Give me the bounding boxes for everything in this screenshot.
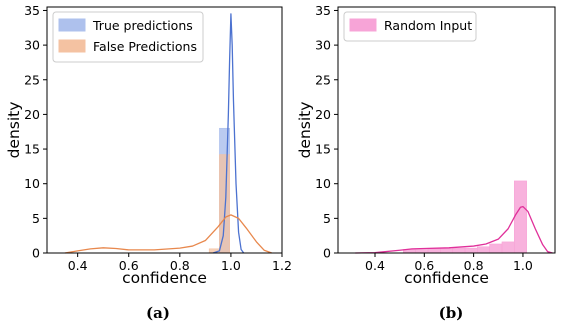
y-tick-label-6: 25 xyxy=(315,72,331,87)
bar-1-4 xyxy=(440,248,453,254)
x-tick-label-3: 0.8 xyxy=(464,258,484,273)
y-tick-label-8: 35 xyxy=(24,3,40,18)
x-tick-label-1: 0.4 xyxy=(365,258,385,273)
y-axis-label: density xyxy=(296,102,314,159)
axes-frame xyxy=(337,6,556,254)
x-axis-label: confidence xyxy=(122,269,207,287)
legend-swatch-2 xyxy=(58,39,86,53)
panel-b: 0.4 0.6 0.8 1.0 0 5 10 15 20 25 30 35 confidence dens… xyxy=(296,3,556,322)
y-axis-label: density xyxy=(5,102,23,159)
panel-caption: (b) xyxy=(439,304,464,322)
legend-label-2: False Predictions xyxy=(93,39,197,54)
legend-swatch-1 xyxy=(349,18,377,32)
kde-line-2 xyxy=(64,214,273,254)
y-tick-label-4: 15 xyxy=(24,142,40,157)
x-tick-label-4: 1.0 xyxy=(221,258,241,273)
x-tick-label-2: 0.6 xyxy=(414,258,434,273)
legend-swatch-1 xyxy=(58,18,86,32)
bar-1-10 xyxy=(514,180,527,254)
legend-label-1: Random Input xyxy=(384,18,472,33)
y-tick-label-4: 15 xyxy=(315,142,331,157)
bar-1-3 xyxy=(427,248,441,254)
bar-1-7 xyxy=(477,246,490,254)
bar-2-2 xyxy=(219,154,230,254)
bar-1-5 xyxy=(452,247,466,254)
axes-frame xyxy=(46,6,283,254)
y-tick-label-5: 20 xyxy=(315,107,331,122)
panel-caption: (a) xyxy=(146,304,170,322)
y-tick-label-3: 10 xyxy=(24,176,40,191)
y-tick-label-1: 0 xyxy=(323,246,331,261)
bar-1-8 xyxy=(489,243,503,254)
x-axis-label: confidence xyxy=(404,269,489,287)
kde-line-1 xyxy=(355,205,553,254)
y-tick-label-1: 0 xyxy=(32,246,40,261)
x-tick-label-5: 1.2 xyxy=(272,258,292,273)
y-tick-label-6: 25 xyxy=(24,72,40,87)
x-tick-label-2: 0.6 xyxy=(119,258,139,273)
kde-line-1 xyxy=(212,13,245,254)
y-tick-label-7: 30 xyxy=(315,38,331,53)
bar-1-9 xyxy=(501,241,515,254)
bar-1-2 xyxy=(415,249,429,254)
legend-label-1: True predictions xyxy=(92,18,193,33)
x-tick-label-3: 0.8 xyxy=(170,258,190,273)
legend-box xyxy=(52,11,204,63)
x-tick-label-1: 0.4 xyxy=(68,258,88,273)
y-tick-label-2: 5 xyxy=(323,211,331,226)
y-tick-label-2: 5 xyxy=(32,211,40,226)
y-tick-label-7: 30 xyxy=(24,38,40,53)
y-tick-label-5: 20 xyxy=(24,107,40,122)
y-tick-label-8: 35 xyxy=(315,3,331,18)
panel-a: 0.4 0.6 0.8 1.0 1.2 0 5 10 15 20 25 30 35 confidence d… xyxy=(5,3,292,322)
legend-box xyxy=(343,11,477,42)
x-tick-label-4: 1.0 xyxy=(513,258,533,273)
bar-1-6 xyxy=(464,247,478,254)
y-tick-label-3: 10 xyxy=(315,176,331,191)
